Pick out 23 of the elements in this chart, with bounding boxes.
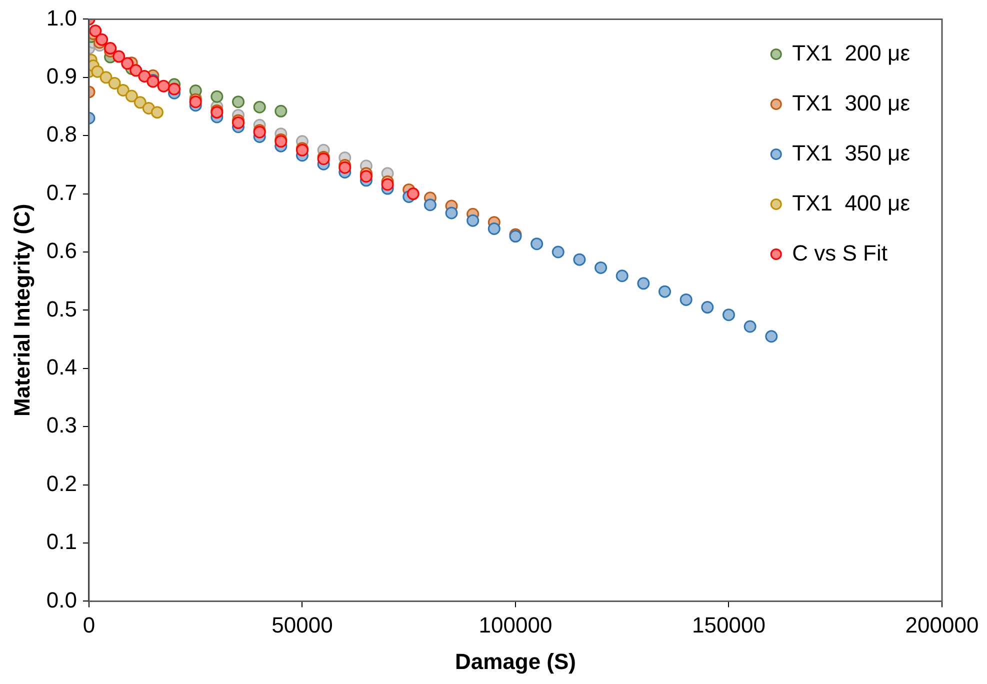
x-axis-title: Damage (S): [454, 648, 576, 674]
y-tick-label: 0.9: [46, 63, 77, 88]
legend-label: TX1 300 με: [792, 90, 910, 116]
y-tick-label: 0.8: [46, 122, 77, 147]
y-tick-label: 0.2: [46, 470, 77, 496]
y-tick-label: 0.6: [46, 238, 77, 264]
x-tick-label: 150000: [692, 612, 766, 638]
x-tick-label: 100000: [478, 612, 552, 638]
y-tick-label: 0.7: [46, 180, 77, 205]
y-axis-title: Material Integrity (C): [9, 204, 34, 417]
y-tick-label: 0.5: [46, 296, 77, 322]
y-tick-label: 0.0: [46, 587, 77, 612]
legend-label: TX1 350 με: [792, 140, 910, 166]
legend-label: C vs S Fit: [792, 240, 888, 266]
x-tick-label: 0: [82, 612, 96, 638]
y-tick-label: 1.0: [46, 5, 77, 30]
legend-label: TX1 400 με: [792, 190, 910, 216]
x-tick-label: 200000: [905, 612, 979, 638]
y-tick-label: 0.1: [46, 529, 77, 554]
legend-label: TX1 200 με: [792, 40, 910, 66]
y-tick-label: 0.4: [46, 354, 77, 380]
x-tick-label: 50000: [272, 612, 333, 638]
y-tick-label: 0.3: [46, 412, 77, 438]
